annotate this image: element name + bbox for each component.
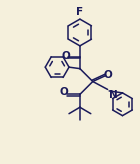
Text: O: O (61, 51, 70, 61)
Text: O: O (104, 70, 113, 80)
Text: N: N (109, 90, 117, 100)
Text: F: F (76, 7, 83, 17)
Text: O: O (60, 87, 69, 97)
